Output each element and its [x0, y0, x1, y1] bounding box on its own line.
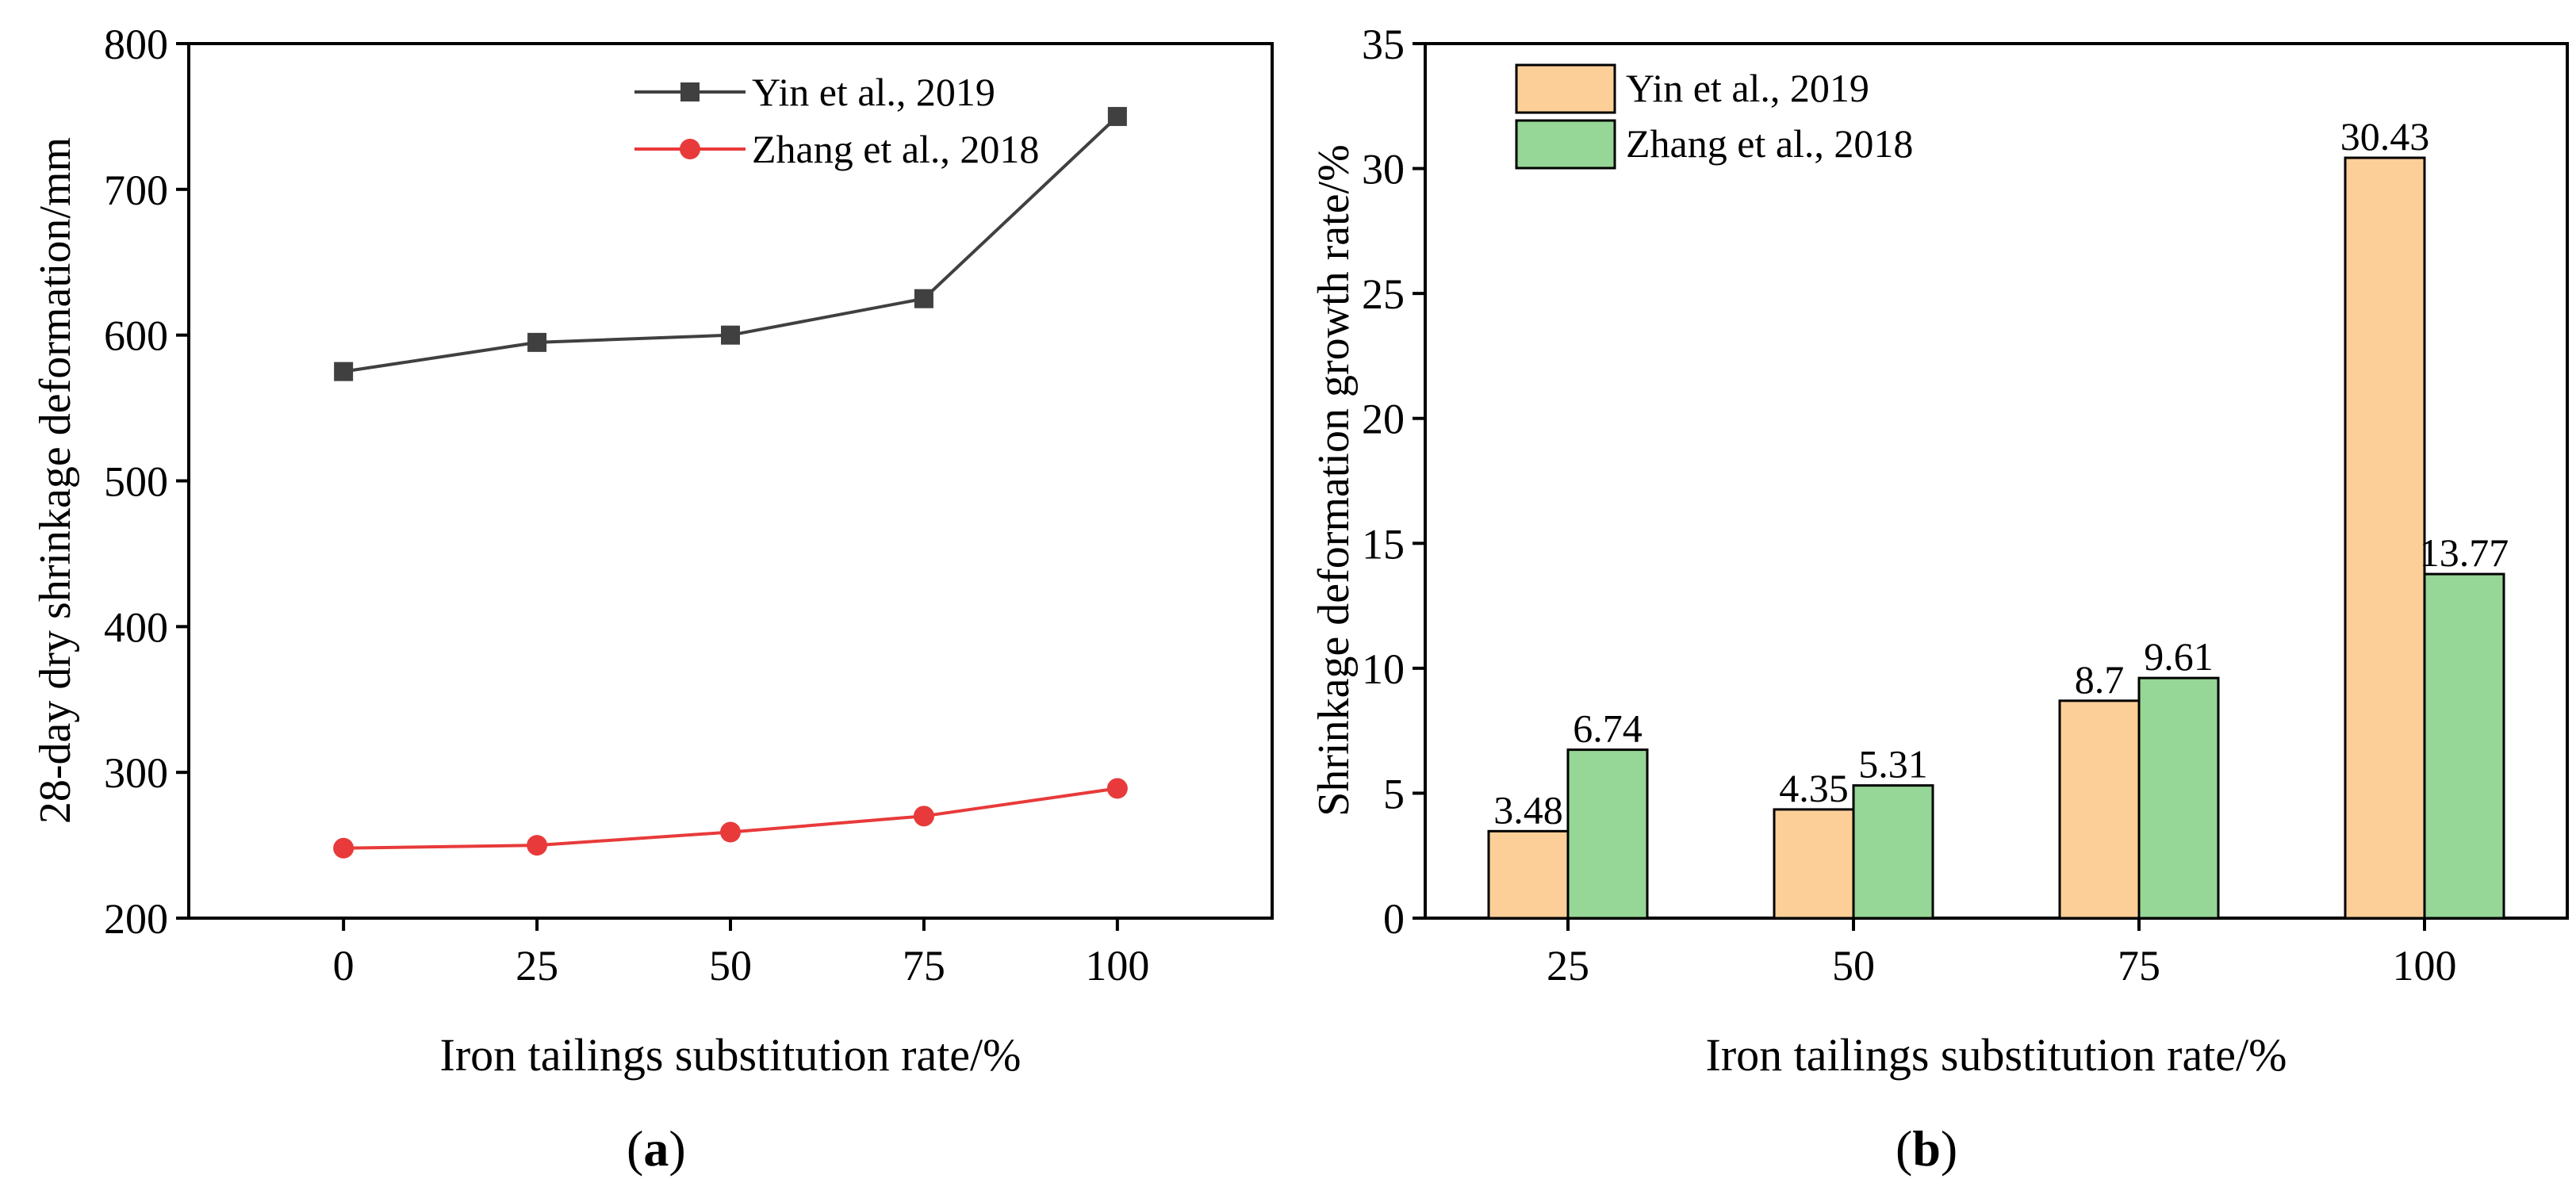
data-point-circle [913, 806, 934, 827]
data-point-square [914, 289, 933, 308]
y-axis-label-b: Shrinkage deformation growth rate/% [1309, 144, 1359, 817]
x-tick-label-a: 75 [903, 942, 945, 989]
panel-letter-b: b [1912, 1120, 1941, 1177]
bar-zhang [2137, 676, 2220, 920]
legend-swatch-b [1515, 63, 1616, 114]
y-tick-label-b: 30 [1362, 146, 1405, 193]
series-group-a [333, 106, 1128, 859]
bar-value-label: 9.61 [2144, 634, 2214, 679]
x-tick-label-a: 50 [709, 942, 752, 989]
x-axis-a: 0 25 50 75 100 [333, 918, 1149, 989]
panel-label-b: (b) [1896, 1120, 1957, 1177]
legend-label-b: Yin et al., 2019 [1626, 66, 1869, 110]
bar-yin [2058, 699, 2141, 920]
data-point-square [527, 332, 547, 352]
y-tick-label-b: 15 [1362, 520, 1405, 568]
data-point-circle [1106, 778, 1128, 799]
y-tick-label-b: 0 [1383, 895, 1405, 943]
bar-yin [1773, 808, 1855, 920]
y-axis-a: 200 300 400 500 600 700 800 [104, 21, 189, 943]
line-chart-panel-a: 200 300 400 500 600 700 800 0 25 50 75 100 Yin et … [31, 21, 1274, 1177]
bar-yin [1487, 829, 1570, 920]
legend-label-b: Zhang et al., 2018 [1626, 121, 1913, 166]
x-tick-label-b: 75 [2118, 942, 2160, 989]
panel-label-a: (a) [627, 1120, 686, 1177]
y-tick-label-b: 25 [1362, 270, 1405, 318]
bars-group-b: 3.486.74 4.355.31 8.7 9.61 30.43 13.77 [1487, 114, 2509, 920]
x-tick-label-b: 50 [1832, 942, 1875, 989]
data-point-square [721, 325, 740, 345]
bar-value-label: 4.35 [1779, 766, 1849, 810]
x-tick-label-a: 0 [333, 942, 355, 989]
bar-zhang [2423, 572, 2505, 920]
y-tick-label-a: 200 [104, 895, 168, 943]
y-tick-label-b: 5 [1383, 770, 1405, 817]
data-point-circle [333, 837, 355, 859]
y-tick-label-a: 600 [104, 312, 168, 360]
y-tick-label-a: 700 [104, 166, 168, 214]
bar-value-label: 13.77 [2420, 530, 2509, 575]
legend-marker-a [680, 82, 700, 101]
bar-value-label: 30.43 [2340, 114, 2430, 159]
panel-letter-a: a [643, 1120, 669, 1177]
bar-yin [2344, 156, 2426, 920]
data-point-circle [720, 821, 741, 843]
bar-chart-panel-b: 0 5 10 15 20 25 30 35 25 50 75 100 3.486.74 4.355.3… [1309, 21, 2569, 1177]
bar-value-label: 5.31 [1858, 742, 1928, 787]
y-axis-label-a: 28-day dry shrinkage deformation/mm [31, 137, 80, 824]
data-point-square [334, 362, 354, 381]
legend-swatch-b [1515, 119, 1616, 170]
data-point-circle [527, 835, 548, 856]
plot-frame-b [1424, 42, 2569, 920]
legend-label-a: Zhang et al., 2018 [752, 127, 1039, 171]
x-axis-label-b: Iron tailings substitution rate/% [1706, 1029, 2287, 1081]
legend-label-a: Yin et al., 2019 [752, 70, 995, 114]
y-tick-label-b: 10 [1362, 645, 1405, 693]
y-tick-label-a: 800 [104, 21, 168, 68]
x-tick-label-b: 25 [1547, 942, 1589, 989]
x-tick-label-a: 100 [1085, 942, 1149, 989]
data-point-square [1107, 106, 1127, 126]
bar-value-label: 6.74 [1573, 706, 1643, 751]
y-axis-b: 0 5 10 15 20 25 30 35 [1362, 21, 1425, 943]
bar-zhang [1566, 748, 1649, 920]
legend-marker-a [680, 139, 700, 159]
legend-b: Yin et al., 2019 Zhang et al., 2018 [1515, 63, 1913, 170]
y-tick-label-a: 300 [104, 749, 168, 797]
y-tick-label-b: 20 [1362, 396, 1405, 443]
bar-value-label: 3.48 [1493, 787, 1563, 832]
bar-zhang [1852, 784, 1934, 920]
y-tick-label-a: 500 [104, 458, 168, 506]
x-tick-label-a: 25 [516, 942, 558, 989]
legend-a: Yin et al., 2019 Zhang et al., 2018 [634, 70, 1039, 171]
y-tick-label-b: 35 [1362, 21, 1405, 68]
y-tick-label-a: 400 [104, 603, 168, 651]
bar-value-label: 8.7 [2075, 657, 2125, 702]
x-axis-b: 25 50 75 100 [1547, 918, 2457, 989]
x-axis-label-a: Iron tailings substitution rate/% [440, 1029, 1022, 1081]
x-tick-label-b: 100 [2393, 942, 2457, 989]
